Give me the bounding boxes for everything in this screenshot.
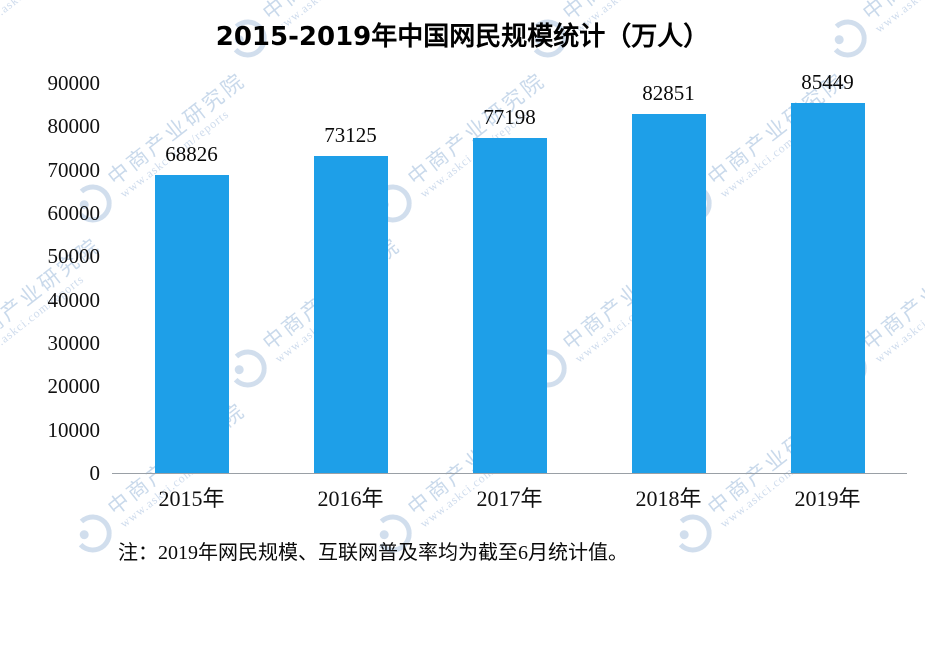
y-axis: 90000 80000 70000 60000 50000 40000 30000 20000…: [0, 72, 112, 484]
chart-title: 2015-2019年中国网民规模统计（万人）: [215, 22, 710, 52]
plot-column: 68826 73125 77198 82851 85449 2015年 2016年 2017…: [112, 70, 907, 520]
bar-value-label: 68826: [165, 141, 218, 166]
chart-content: 2015-2019年中国网民规模统计（万人） 90000 80000 70000 60…: [0, 22, 925, 564]
x-axis-label: 2017年: [476, 486, 543, 511]
bar-2019年: [790, 102, 865, 473]
bar-value-label: 77198: [483, 105, 536, 130]
x-axis-label: 2016年: [317, 486, 384, 511]
bar-value-label: 82851: [642, 80, 695, 105]
y-tick-label: 70000: [47, 157, 101, 182]
bar-value-label: 85449: [801, 69, 854, 94]
bar-slot: 85449: [748, 70, 907, 473]
bar-2018年: [631, 113, 706, 473]
y-tick-label: 60000: [47, 200, 101, 225]
y-tick-label: 40000: [47, 287, 101, 312]
y-tick-label: 30000: [47, 330, 101, 355]
x-axis-label: 2019年: [794, 486, 861, 511]
y-tick-label: 50000: [47, 244, 101, 269]
plot-area: 68826 73125 77198 82851 85449: [112, 70, 907, 474]
y-tick-label: 80000: [47, 114, 101, 139]
bar-slot: 82851: [589, 80, 748, 473]
x-axis-label: 2018年: [635, 486, 702, 511]
bar-slot: 68826: [112, 83, 271, 473]
bar-2017年: [472, 138, 547, 473]
x-axis: 2015年 2016年 2017年 2018年 2019年: [112, 474, 907, 520]
x-axis-label: 2015年: [158, 486, 225, 511]
y-tick-label: 10000: [47, 417, 101, 442]
bar-2016年: [313, 156, 388, 473]
y-tick-label: 90000: [47, 71, 101, 95]
bar-slot: 73125: [271, 83, 430, 473]
bar-2015年: [154, 174, 229, 473]
bar-value-label: 73125: [324, 123, 377, 148]
bar-chart: 90000 80000 70000 60000 50000 40000 30000 20000…: [0, 70, 925, 520]
bar-slot: 77198: [430, 83, 589, 473]
footnote: 注：2019年网民规模、互联网普及率均为截至6月统计值。: [118, 542, 628, 564]
y-tick-label: 20000: [47, 374, 101, 399]
y-tick-label: 0: [89, 460, 101, 485]
